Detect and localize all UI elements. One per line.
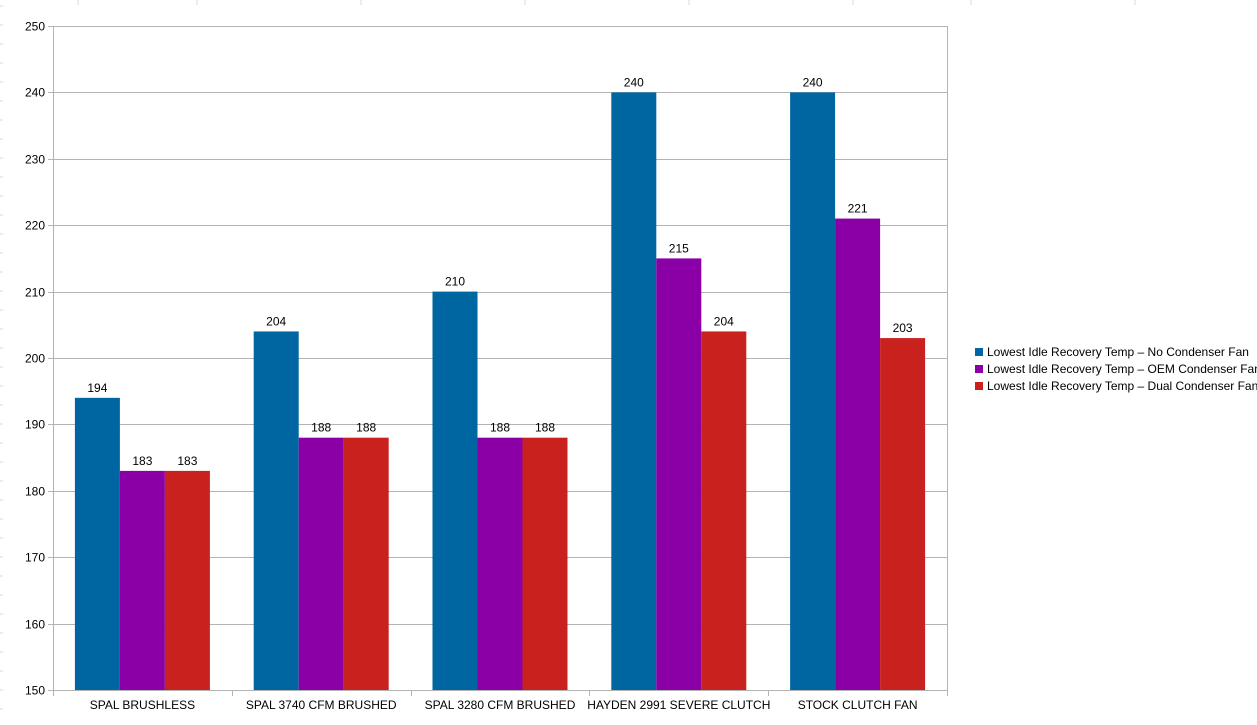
legend-swatch — [975, 364, 983, 373]
data-label: 240 — [624, 75, 644, 89]
y-tick-label: 190 — [25, 418, 45, 432]
data-label: 215 — [669, 241, 689, 255]
x-category-label: SPAL 3740 CFM BRUSHED — [246, 698, 397, 712]
data-label: 188 — [311, 421, 331, 435]
legend-item: Lowest Idle Recovery Temp – OEM Condense… — [975, 360, 1257, 377]
data-label: 210 — [445, 275, 465, 289]
bar — [835, 218, 881, 690]
bar — [298, 437, 344, 690]
axes — [48, 26, 948, 696]
data-label: 183 — [132, 454, 152, 468]
bars — [74, 92, 926, 690]
x-category-label: SPAL BRUSHLESS — [90, 698, 195, 712]
y-tick-label: 210 — [25, 286, 45, 300]
data-label: 183 — [177, 454, 197, 468]
y-tick-label: 240 — [25, 86, 45, 100]
bar — [253, 331, 299, 690]
data-label: 203 — [893, 321, 913, 335]
data-label: 188 — [535, 421, 555, 435]
data-label: 204 — [266, 314, 286, 328]
bar — [790, 92, 836, 690]
bar — [656, 258, 702, 690]
legend-label: Lowest Idle Recovery Temp – OEM Condense… — [987, 361, 1257, 376]
data-label: 204 — [714, 314, 734, 328]
data-label: 194 — [87, 381, 107, 395]
legend-item: Lowest Idle Recovery Temp – Dual Condens… — [975, 377, 1257, 394]
y-tick-label: 170 — [25, 551, 45, 565]
x-category-label: HAYDEN 2991 SEVERE CLUTCH — [587, 698, 770, 712]
legend: Lowest Idle Recovery Temp – No Condenser… — [975, 343, 1257, 394]
bar — [74, 397, 120, 690]
bar — [343, 437, 389, 690]
legend-label: Lowest Idle Recovery Temp – Dual Condens… — [987, 378, 1257, 393]
y-tick-label: 150 — [25, 684, 45, 698]
data-label: 221 — [848, 202, 868, 216]
y-tick-label: 160 — [25, 618, 45, 632]
x-category-label: STOCK CLUTCH FAN — [798, 698, 918, 712]
y-tick-label: 220 — [25, 219, 45, 233]
legend-label: Lowest Idle Recovery Temp – No Condenser… — [987, 344, 1249, 359]
bar — [164, 470, 210, 690]
legend-swatch — [975, 347, 983, 356]
bar — [522, 437, 568, 690]
bar — [119, 470, 165, 690]
legend-swatch — [975, 381, 983, 390]
data-label: 240 — [803, 75, 823, 89]
y-tick-label: 200 — [25, 352, 45, 366]
legend-item: Lowest Idle Recovery Temp – No Condenser… — [975, 343, 1257, 360]
y-tick-label: 180 — [25, 485, 45, 499]
bar — [432, 291, 478, 690]
labels: 150 160 170 180 190 200 210 220 230 240 250 194 183 1… — [25, 20, 918, 713]
x-category-label: SPAL 3280 CFM BRUSHED — [425, 698, 576, 712]
bar — [880, 338, 926, 690]
bar — [611, 92, 657, 690]
y-tick-label: 250 — [25, 20, 45, 34]
data-label: 188 — [356, 421, 376, 435]
data-label: 188 — [490, 421, 510, 435]
bar — [701, 331, 747, 690]
y-tick-label: 230 — [25, 153, 45, 167]
bar — [477, 437, 523, 690]
